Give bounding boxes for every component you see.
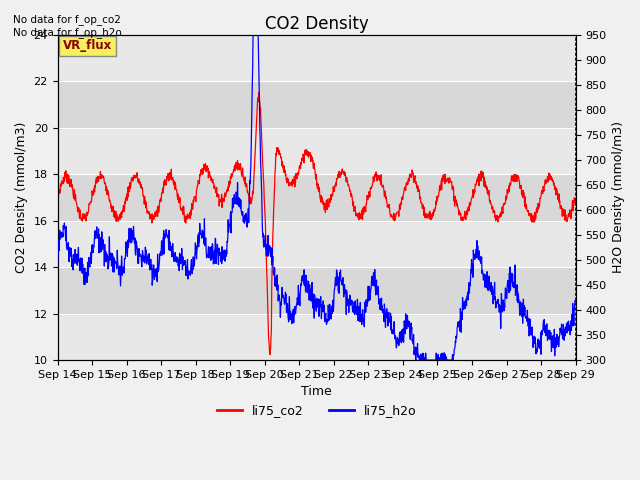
Bar [58,35,575,81]
Text: VR_flux: VR_flux [63,39,112,52]
Bar [58,174,575,220]
Y-axis label: H2O Density (mmol/m3): H2O Density (mmol/m3) [612,121,625,273]
X-axis label: Time: Time [301,385,332,398]
Title: CO2 Density: CO2 Density [265,15,369,33]
Y-axis label: CO2 Density (mmol/m3): CO2 Density (mmol/m3) [15,121,28,273]
Text: No data for f_op_co2
No data for f_op_h2o: No data for f_op_co2 No data for f_op_h2… [13,14,122,38]
Bar [58,128,575,174]
Bar [58,267,575,313]
Bar [58,81,575,128]
Legend: li75_co2, li75_h2o: li75_co2, li75_h2o [212,399,421,422]
Bar [58,313,575,360]
Bar [58,220,575,267]
